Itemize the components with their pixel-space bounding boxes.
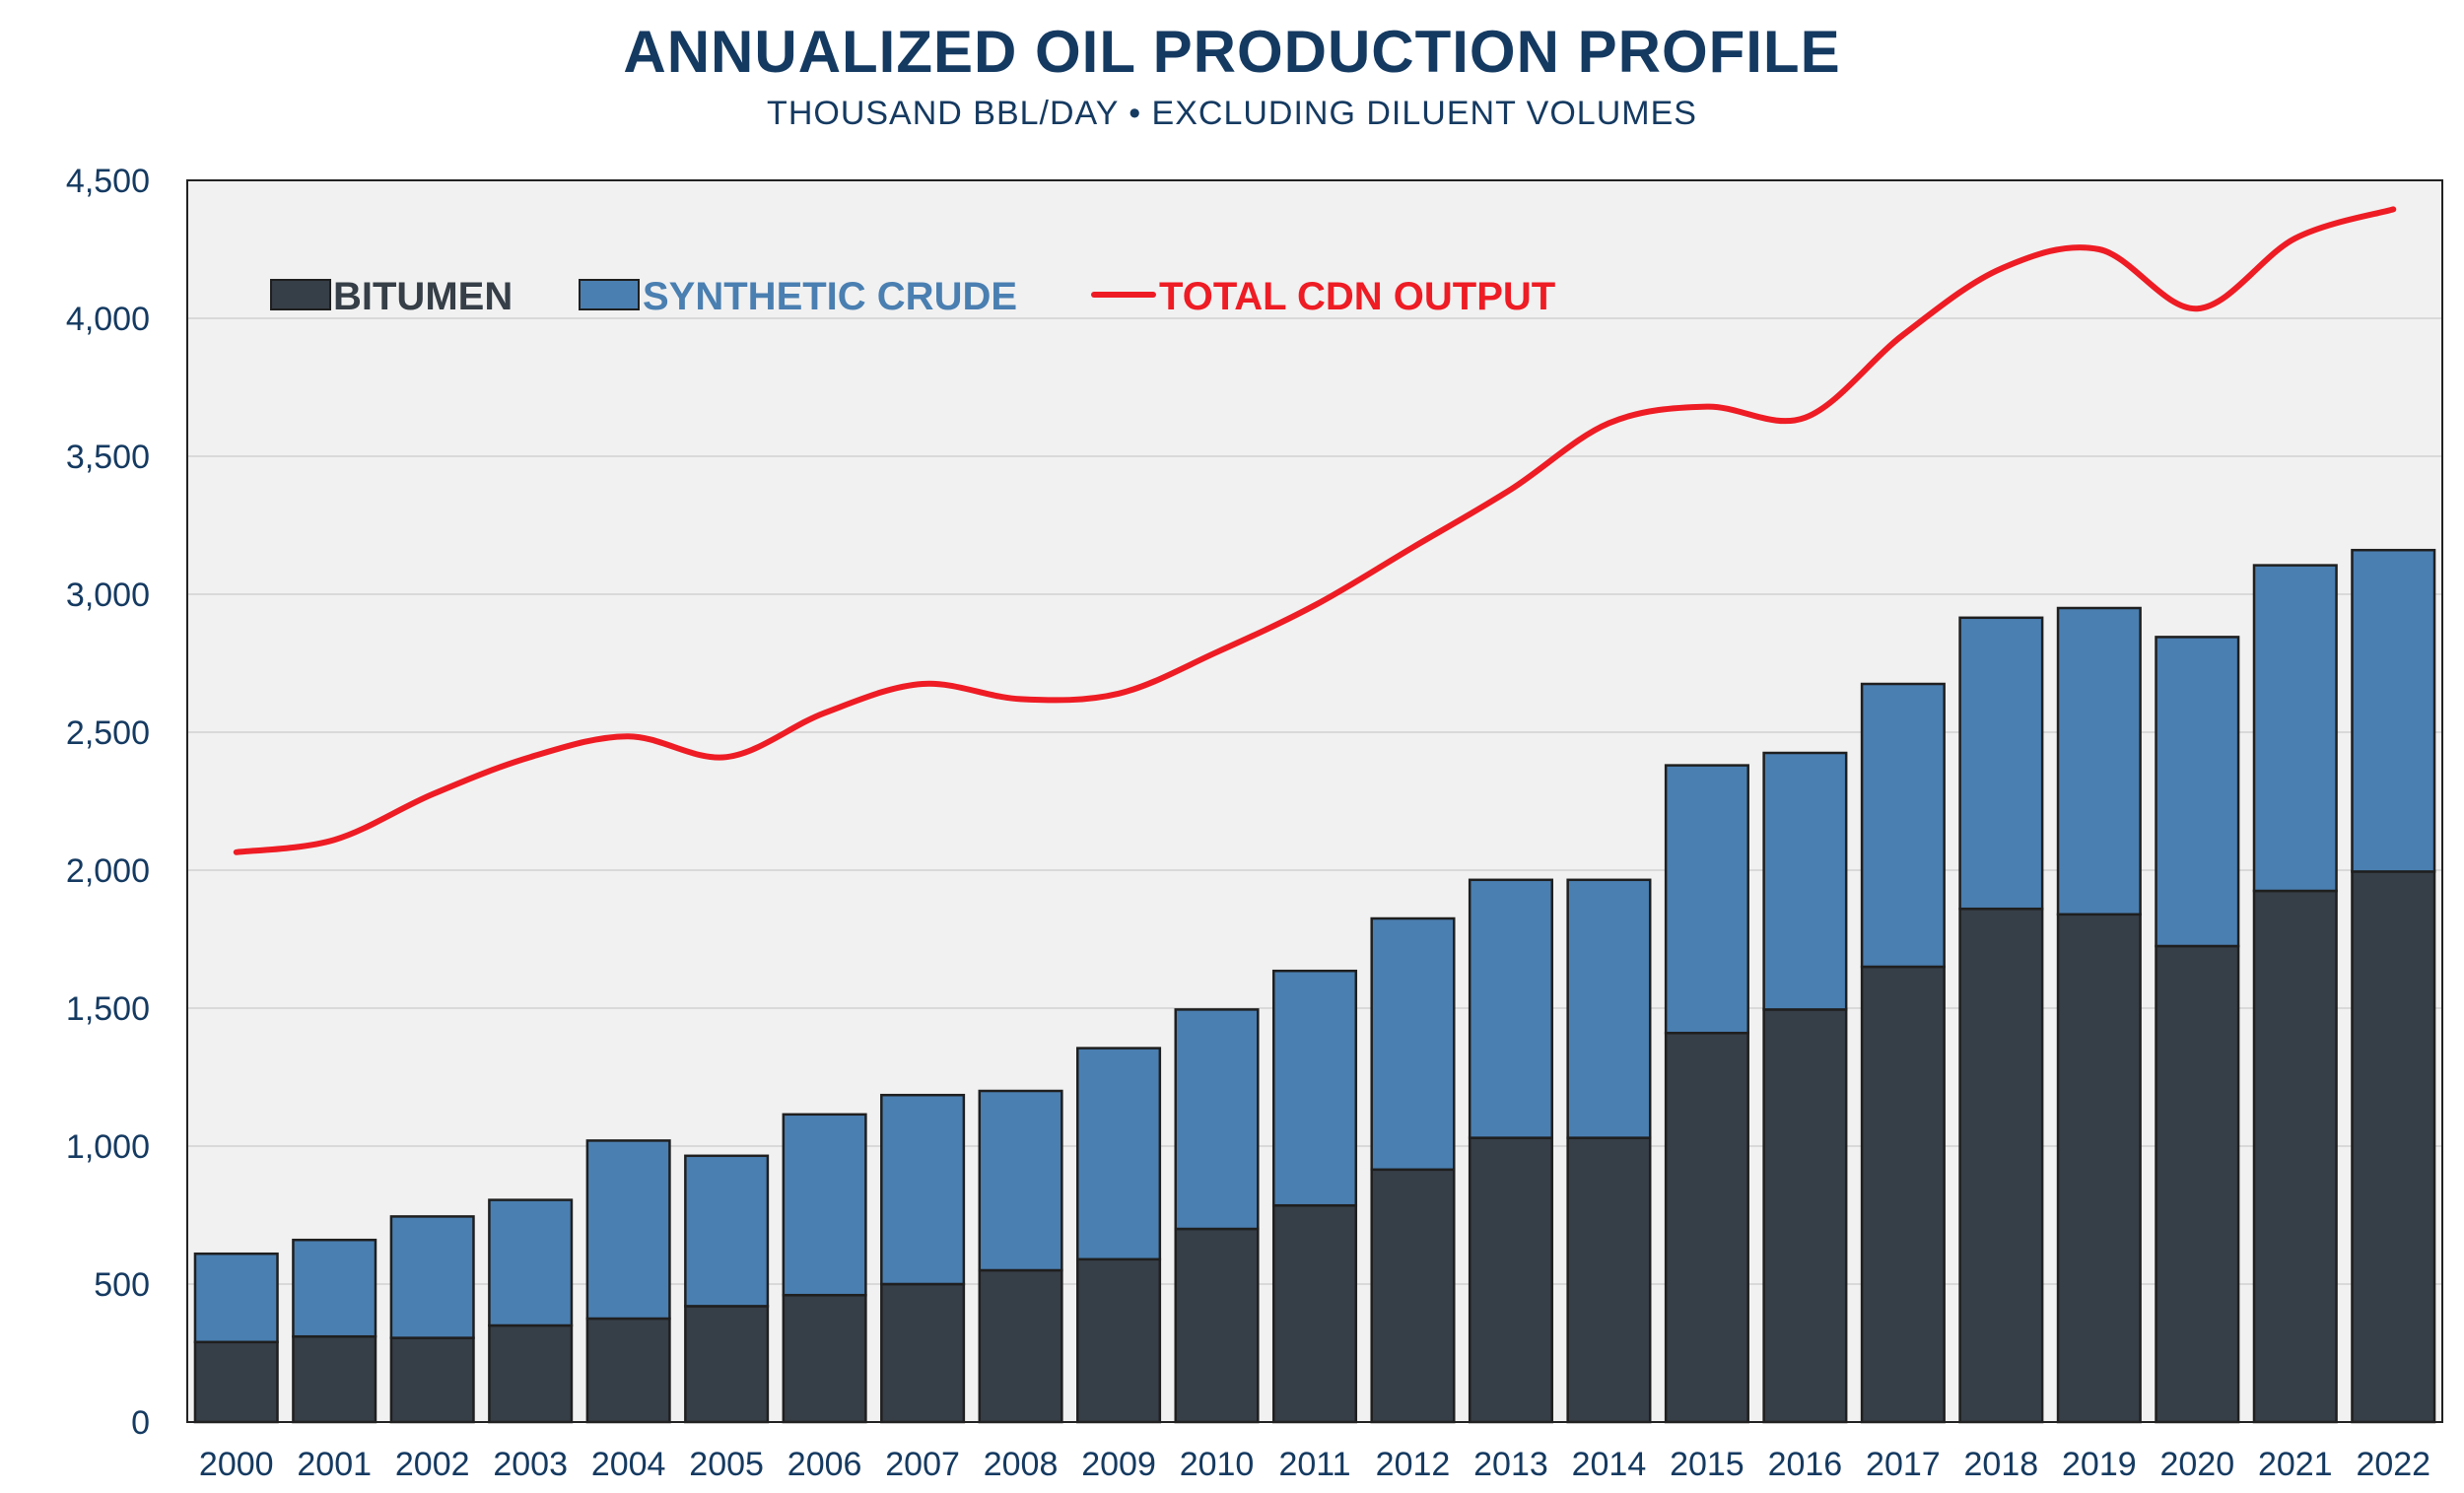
synthetic-crude-bar <box>389 1215 475 1339</box>
bitumen-bar <box>1174 1227 1260 1424</box>
y-axis-labels: 0 500 1,000 1,500 2,000 2,500 3,000 3,500 4,000 4… <box>66 163 150 1442</box>
plot-frame <box>186 179 2443 1423</box>
y-tick-label: 3,500 <box>66 439 150 476</box>
bitumen-bar <box>978 1268 1063 1424</box>
x-axis-labels: 2000 2001 2002 2003 2004 2005 2006 2007 2008 2009… <box>199 1446 2430 1483</box>
synthetic-crude-bar <box>1174 1008 1260 1231</box>
bitumen-bar <box>488 1323 574 1424</box>
y-tick-label: 2,500 <box>66 714 150 752</box>
synthetic-crude-bar <box>1664 764 1749 1035</box>
bitumen-bar <box>782 1293 867 1424</box>
bitumen-bar <box>292 1334 377 1424</box>
synthetic-crude-bar <box>2252 564 2338 893</box>
synthetic-crude-bar <box>1958 616 2044 911</box>
y-tick-label: 1,500 <box>66 990 150 1028</box>
x-tick-label: 2011 <box>1278 1446 1350 1483</box>
synthetic-crude-bar <box>978 1089 1063 1272</box>
y-tick-label: 4,500 <box>66 163 150 200</box>
bitumen-bar <box>1370 1168 1456 1424</box>
synthetic-crude-bar <box>292 1238 377 1338</box>
bitumen-bar <box>1271 1203 1358 1424</box>
synthetic-crude-bar <box>1076 1047 1162 1261</box>
legend-label-bitumen: BITUMEN <box>333 275 513 318</box>
x-tick-label: 2016 <box>1768 1446 1843 1483</box>
x-tick-label: 2002 <box>395 1446 470 1483</box>
x-tick-label: 2004 <box>591 1446 666 1483</box>
synthetic-crude-bar <box>488 1198 574 1327</box>
synthetic-crude-bar <box>1762 751 1848 1011</box>
x-tick-label: 2015 <box>1670 1446 1745 1483</box>
x-tick-label: 2009 <box>1081 1446 1156 1483</box>
bars <box>193 548 2436 1424</box>
chart-title: ANNUALIZED OIL PRODUCTION PROFILE <box>623 19 1841 85</box>
y-tick-label: 2,000 <box>66 852 150 890</box>
x-tick-label: 2005 <box>689 1446 764 1483</box>
synthetic-crude-bar <box>1468 878 1553 1139</box>
x-tick-label: 2006 <box>787 1446 862 1483</box>
bitumen-bar <box>2056 913 2142 1424</box>
x-tick-label: 2017 <box>1866 1446 1941 1483</box>
synthetic-crude-bar <box>2056 606 2142 916</box>
total-line-layer <box>233 206 2397 855</box>
bitumen-bar <box>389 1336 475 1424</box>
bitumen-bar <box>193 1340 279 1424</box>
bitumen-bar <box>1468 1136 1553 1424</box>
bitumen-bar <box>1566 1136 1652 1424</box>
synthetic-crude-bar <box>2351 548 2436 873</box>
bitumen-bar <box>880 1282 966 1424</box>
bitumen-bar <box>1762 1008 1848 1424</box>
bitumen-bar <box>1958 907 2044 1424</box>
x-tick-label: 2003 <box>493 1446 568 1483</box>
synthetic-crude-bar <box>684 1154 770 1308</box>
x-tick-label: 2010 <box>1180 1446 1255 1483</box>
x-tick-label: 2022 <box>2356 1446 2430 1483</box>
x-tick-label: 2008 <box>984 1446 1059 1483</box>
total-cdn-output-line <box>233 206 2397 855</box>
x-tick-label: 2013 <box>1473 1446 1548 1483</box>
legend: BITUMEN SYNTHETIC CRUDE TOTAL CDN OUTPUT <box>270 275 1555 318</box>
bitumen-bar <box>585 1317 671 1424</box>
synthetic-crude-bar <box>585 1139 671 1321</box>
x-tick-label: 2001 <box>297 1446 372 1483</box>
x-tick-label: 2021 <box>2258 1446 2333 1483</box>
synthetic-crude-bar <box>1370 916 1456 1172</box>
x-tick-label: 2019 <box>2062 1446 2137 1483</box>
legend-label-total-cdn-output: TOTAL CDN OUTPUT <box>1159 275 1555 318</box>
bitumen-bar <box>1664 1031 1749 1424</box>
legend-label-synthetic-crude: SYNTHETIC CRUDE <box>643 275 1017 318</box>
synthetic-crude-bar <box>1271 969 1358 1207</box>
synthetic-crude-bar <box>193 1252 279 1344</box>
legend-swatch-synthetic-crude <box>579 279 640 310</box>
y-tick-label: 1,000 <box>66 1128 150 1166</box>
x-tick-label: 2020 <box>2159 1446 2234 1483</box>
x-tick-label: 2012 <box>1376 1446 1451 1483</box>
bitumen-bar <box>1076 1257 1162 1424</box>
y-tick-label: 3,000 <box>66 577 150 614</box>
y-tick-label: 0 <box>131 1404 150 1442</box>
synthetic-crude-bar <box>880 1093 966 1286</box>
x-tick-label: 2018 <box>1964 1446 2039 1483</box>
x-tick-label: 2007 <box>885 1446 960 1483</box>
y-tick-label: 4,000 <box>66 301 150 338</box>
bitumen-bar <box>1860 965 1946 1424</box>
x-tick-label: 2014 <box>1572 1446 1647 1483</box>
x-tick-label: 2000 <box>199 1446 274 1483</box>
synthetic-crude-bar <box>782 1113 867 1297</box>
bitumen-bar <box>2351 870 2436 1424</box>
plot-border <box>186 179 2443 1423</box>
bitumen-bar <box>684 1305 770 1424</box>
synthetic-crude-bar <box>1860 682 1946 969</box>
legend-swatch-bitumen <box>270 279 331 310</box>
bitumen-bar <box>2252 889 2338 1424</box>
y-tick-label: 500 <box>94 1266 150 1304</box>
synthetic-crude-bar <box>1566 878 1652 1139</box>
chart-subtitle: THOUSAND BBL/DAY • EXCLUDING DILUENT VOL… <box>767 95 1697 132</box>
synthetic-crude-bar <box>2155 636 2240 948</box>
bitumen-bar <box>2155 944 2240 1424</box>
